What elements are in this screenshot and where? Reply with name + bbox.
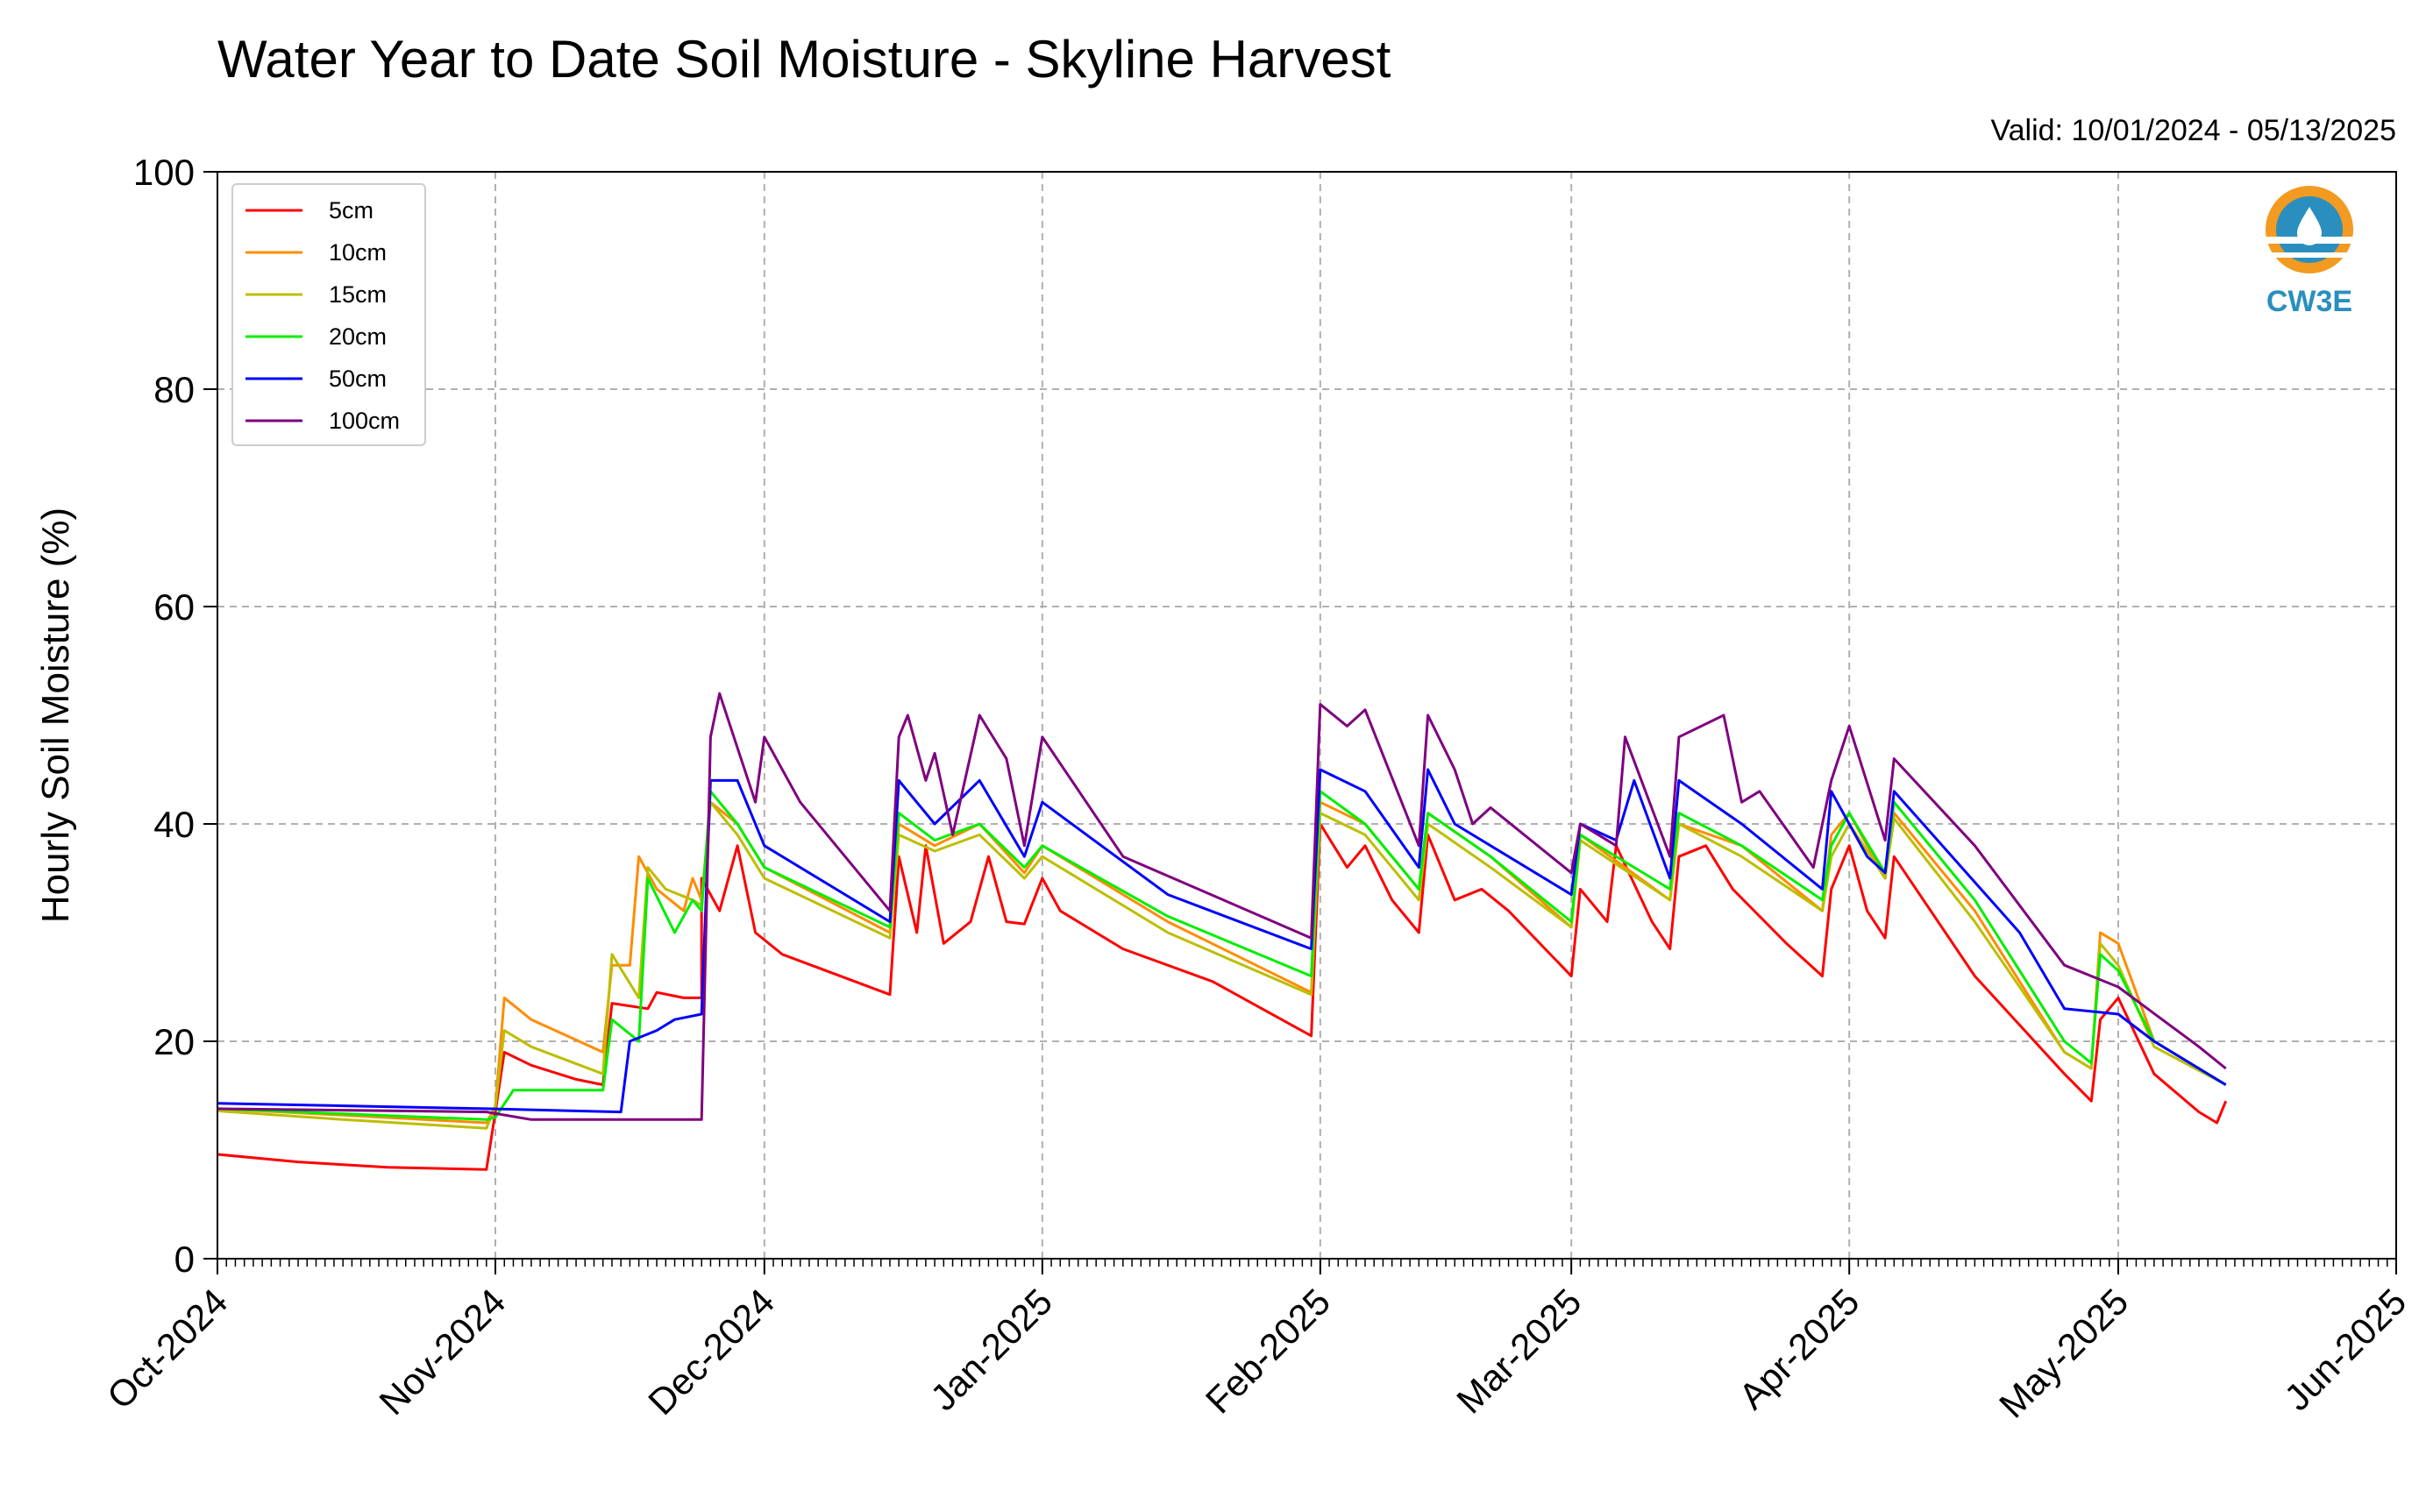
series-lines <box>217 692 2228 1171</box>
x-tick-label: Jun-2025 <box>2276 1281 2414 1418</box>
x-tick-label: Apr-2025 <box>1731 1281 1867 1416</box>
minor-ticks <box>217 1259 2397 1267</box>
y-tick-label: 80 <box>153 369 195 410</box>
legend-label: 15cm <box>329 281 387 308</box>
x-tick-label: Feb-2025 <box>1198 1281 1338 1421</box>
plot-area <box>217 172 2396 1259</box>
x-tick-label: Jan-2025 <box>922 1281 1060 1418</box>
x-axis-ticks: Oct-2024 Nov-2024 Dec-2024 Jan-2025 Feb-2025… <box>99 1259 2414 1425</box>
x-tick-label: Nov-2024 <box>371 1281 513 1423</box>
x-tick-label: Dec-2024 <box>640 1281 782 1423</box>
legend-label: 20cm <box>329 323 387 350</box>
legend-label: 100cm <box>329 408 400 434</box>
y-axis-ticks: 0 20 40 60 80 100 <box>133 152 217 1280</box>
series-line-100cm <box>217 692 2227 1121</box>
y-tick-label: 0 <box>174 1239 195 1280</box>
cw3e-logo: CW3E <box>2266 186 2353 318</box>
plot-frame <box>217 171 2397 1260</box>
x-tick-label: May-2025 <box>1991 1281 2136 1425</box>
logo-band-2 <box>2266 252 2353 258</box>
water-drop-icon <box>2297 207 2322 245</box>
series-line-15cm <box>217 800 2227 1130</box>
legend-label: 10cm <box>329 239 387 266</box>
y-tick-label: 20 <box>153 1021 195 1062</box>
y-tick-label: 100 <box>133 152 195 193</box>
x-tick-label: Mar-2025 <box>1448 1281 1589 1421</box>
chart-subtitle: Valid: 10/01/2024 - 05/13/2025 <box>1990 114 2396 147</box>
y-tick-label: 40 <box>153 804 195 845</box>
y-tick-label: 60 <box>153 586 195 628</box>
x-tick-label: Oct-2024 <box>99 1281 235 1416</box>
y-axis-label: Hourly Soil Moisture (%) <box>34 508 77 923</box>
legend: 5cm 10cm 15cm 20cm 50cm 100cm <box>231 183 426 446</box>
legend-label: 5cm <box>329 197 374 224</box>
chart-title: Water Year to Date Soil Moisture - Skyli… <box>217 30 1391 89</box>
legend-label: 50cm <box>329 366 387 392</box>
logo-label: CW3E <box>2266 285 2352 318</box>
